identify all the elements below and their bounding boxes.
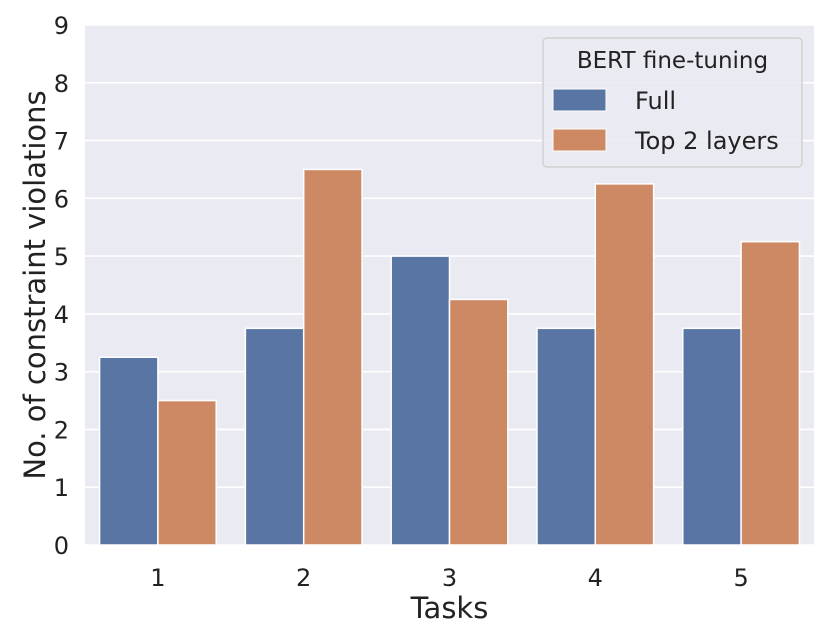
y-tick-label: 9 [54,12,69,40]
y-tick-label: 7 [54,128,69,156]
bar-full-task-2 [244,327,305,546]
y-tick-labels: 0 1 2 3 4 5 6 7 8 9 [54,12,69,560]
legend-label: Full [635,87,676,115]
legend-title: BERT fine-tuning [577,48,768,74]
legend-items: Full Top 2 layers [552,87,779,155]
y-tick-label: 2 [54,416,69,444]
bar-full-task-3 [390,255,451,546]
bar-full-task-1 [98,356,159,546]
bar-top-2-layers-task-3 [448,298,509,546]
y-tick-label: 4 [54,301,69,329]
legend-box [542,37,803,168]
legend-swatch [552,88,607,112]
x-tick-labels: 1 2 3 4 5 [150,564,748,592]
y-tick-label: 0 [54,532,69,560]
bar-full-task-4 [536,327,597,546]
x-tick-label: 2 [296,564,311,592]
bar-top-2-layers-task-1 [157,399,217,546]
legend-label: Top 2 layers [634,127,779,155]
y-tick-label: 6 [54,185,69,213]
legend-swatch [552,128,607,152]
y-axis-title: No. of constraint violations [18,90,52,479]
bar-full-task-5 [682,327,742,546]
y-tick-label: 8 [54,70,69,98]
x-tick-label: 4 [588,564,603,592]
x-tick-label: 5 [733,564,748,592]
bar-top-2-layers-task-2 [302,168,363,546]
x-tick-label: 1 [150,564,165,592]
bars [98,168,801,546]
x-tick-label: 3 [442,564,457,592]
y-tick-label: 5 [54,243,69,271]
y-tick-label: 1 [54,474,69,502]
x-axis-title: Tasks [410,591,489,625]
legend: BERT fine-tuning Full Top 2 layers [542,37,803,168]
bar-top-2-layers-task-5 [740,240,801,546]
bar-top-2-layers-task-4 [594,183,655,546]
y-tick-label: 3 [54,359,69,387]
